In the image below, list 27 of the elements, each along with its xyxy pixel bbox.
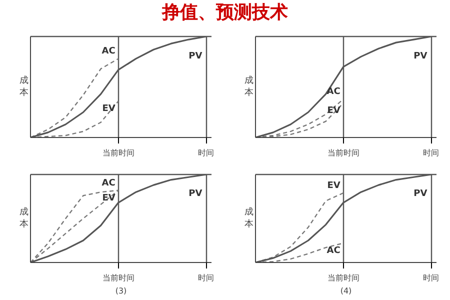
series-label: PV xyxy=(414,189,428,200)
series-label: AC xyxy=(102,46,116,57)
y-axis-title: 成本 xyxy=(20,206,28,230)
series-label: PV xyxy=(188,189,202,200)
x-tick-label: 时间 xyxy=(198,274,214,282)
series-label: EV xyxy=(102,193,116,204)
x-tick-label: 时间 xyxy=(198,148,214,158)
x-tick-label: 时间 xyxy=(423,148,440,158)
y-axis-title: 成本 xyxy=(20,75,28,98)
series-label: AC xyxy=(326,246,341,256)
y-axis-title: 成本 xyxy=(244,206,254,230)
x-tick-label: 当前时间 xyxy=(327,274,360,282)
text: (4) xyxy=(340,286,352,296)
series-label: AC xyxy=(102,178,116,188)
series-label: EV xyxy=(327,180,340,191)
chart-title: 挣值、预测技术 xyxy=(162,1,288,24)
y-axis-title: 成本 xyxy=(244,75,254,98)
series-label: EV xyxy=(327,106,340,116)
series-label: EV xyxy=(102,104,116,114)
x-tick-label: 时间 xyxy=(423,274,440,282)
x-tick-label: 当前时间 xyxy=(102,274,134,282)
series-label: AC xyxy=(326,87,341,98)
x-tick-label: 当前时间 xyxy=(102,148,134,158)
x-tick-label: 当前时间 xyxy=(327,148,360,158)
series-label: PV xyxy=(188,52,202,62)
text: (3) xyxy=(115,286,127,296)
series-label: PV xyxy=(414,52,428,62)
